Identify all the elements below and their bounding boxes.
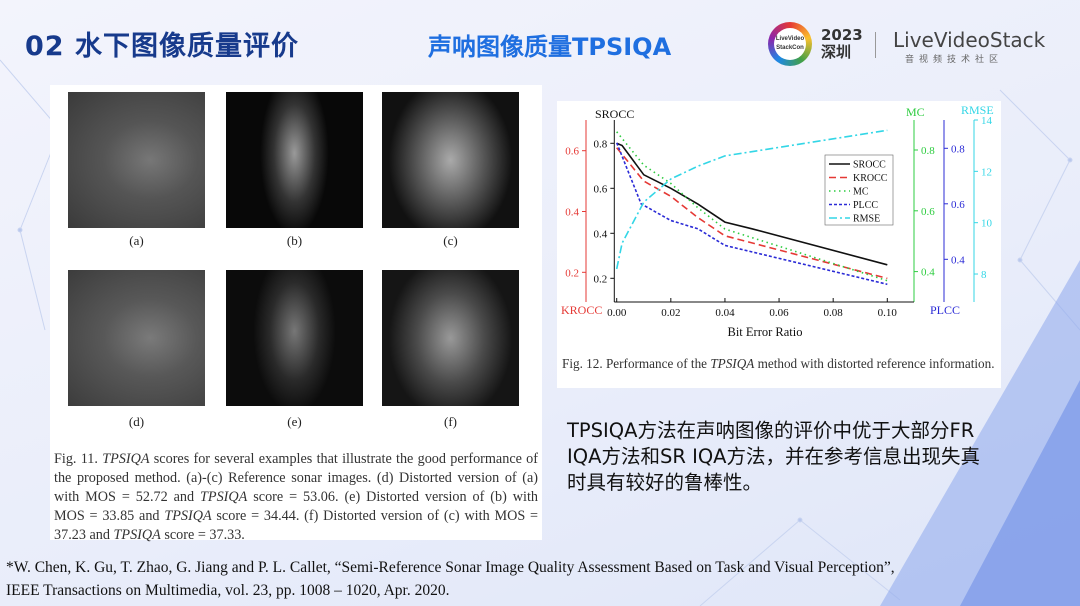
x-axis-tick-label: 0.04 — [715, 307, 735, 319]
reference-line: IEEE Transactions on Multimedia, vol. 23… — [6, 582, 450, 599]
legend-label: MC — [853, 187, 869, 198]
livevideostackcon-logo: LiveVideo StackCon — [768, 22, 812, 66]
image-label: (e) — [287, 414, 302, 429]
axis-tick-label: 0.4 — [565, 207, 579, 219]
axis-tick-label: 0.8 — [951, 143, 965, 155]
caption-text: TPSIQA — [164, 508, 212, 524]
logo-event: 2023 深圳 — [821, 27, 863, 61]
x-axis-tick-label: 0.06 — [769, 307, 789, 319]
axis-tick-label: 0.4 — [951, 254, 965, 266]
brand-logo: LiveVideoStack — [893, 28, 1046, 52]
caption-text: Fig. 12. Performance of the — [562, 356, 711, 371]
axis-tick-label: 0.2 — [594, 273, 608, 285]
caption-text: method with distorted reference informat… — [754, 356, 995, 371]
axis-tick-label: 0.8 — [921, 145, 935, 157]
chart-legend — [824, 154, 894, 226]
figure-11-panel: (a) (b) (c) (d) (e) (f) Fig. 11. TPSIQA … — [50, 85, 542, 543]
series-line-plcc — [615, 142, 888, 286]
sonar-image-a — [68, 92, 205, 228]
caption-text: TPSIQA — [113, 527, 161, 543]
rmse-axis-title: RMSE — [961, 103, 994, 117]
image-label: (a) — [129, 233, 144, 248]
srocc-axis-title: SROCC — [595, 107, 634, 121]
x-axis-tick-label: 0.00 — [607, 307, 627, 319]
caption-text: Fig. 11. — [54, 451, 103, 467]
axis-tick-label: 0.6 — [921, 206, 935, 218]
axis-tick-label: 0.6 — [565, 146, 579, 158]
caption-text: TPSIQA — [200, 489, 248, 505]
axis-tick-label: 0.6 — [951, 199, 965, 211]
figure-12-caption: Fig. 12. Performance of the TPSIQA metho… — [562, 356, 998, 372]
axis-tick-label: 0.4 — [921, 267, 935, 279]
logo-city: 深圳 — [821, 43, 852, 61]
figure-11-caption: Fig. 11. TPSIQA scores for several examp… — [54, 450, 538, 545]
krocc-axis-title: KROCC — [561, 303, 602, 317]
axis-tick-label: 0.6 — [594, 183, 608, 195]
axis-tick-label: 12 — [981, 166, 992, 178]
plcc-axis-title: PLCC — [930, 303, 960, 317]
caption-text: score = 53.06. (e) Distorted version of … — [54, 489, 538, 524]
image-label: (c) — [443, 233, 458, 248]
axis-tick-label: 10 — [981, 218, 993, 230]
axis-tick-label: 0.8 — [594, 138, 608, 150]
image-label: (d) — [128, 414, 145, 429]
series-line-srocc — [616, 142, 888, 266]
caption-text: scores for several examples that illustr… — [54, 451, 539, 505]
performance-chart: 0.2 0.4 0.6 0.8 0.2 0.4 0.6 0.4 0.6 0.8 0.4 0.6 0.8 8… — [561, 103, 994, 339]
logo-divider — [875, 32, 876, 58]
sonar-image-f — [382, 270, 519, 406]
figure-12-panel: 0.2 0.4 0.6 0.8 0.2 0.4 0.6 0.4 0.6 0.8 0.4 0.6 0.8 8… — [557, 101, 1001, 388]
axis-tick-label: 0.4 — [594, 228, 608, 240]
legend-label: SROCC — [853, 160, 886, 171]
axis-tick-label: 0.2 — [565, 267, 579, 279]
logo-text: LiveVideo StackCon — [774, 28, 806, 60]
sonar-image-c — [382, 92, 519, 228]
reference-line: *W. Chen, K. Gu, T. Zhao, G. Jiang and P… — [6, 559, 895, 576]
x-axis-tick-label: 0.08 — [824, 307, 844, 319]
x-axis-tick-label: 0.02 — [661, 307, 680, 319]
image-label: (f) — [444, 414, 457, 429]
mc-axis-title: MC — [906, 105, 925, 119]
caption-text: score = 34.44. (f) Distorted version of … — [54, 508, 538, 543]
section-subtitle: 声呐图像质量TPSIQA — [428, 33, 672, 61]
legend-label: RMSE — [853, 214, 880, 225]
sonar-image-e — [226, 270, 363, 406]
axis-tick-label: 14 — [981, 115, 993, 127]
sonar-image-d — [68, 270, 205, 406]
page-title: 02 水下图像质量评价 — [25, 31, 299, 62]
reference-citation: *W. Chen, K. Gu, T. Zhao, G. Jiang and P… — [6, 556, 1080, 602]
x-axis-label: Bit Error Ratio — [728, 325, 803, 339]
caption-text: TPSIQA — [710, 356, 755, 371]
sonar-image-b — [226, 92, 363, 228]
series-line-krocc — [616, 147, 888, 280]
brand-subtitle: 音视频技术社区 — [905, 54, 1004, 64]
axis-tick-label: 8 — [981, 269, 987, 281]
legend-label: PLCC — [853, 200, 878, 211]
summary-text: TPSIQA方法在声呐图像的评价中优于大部分FR IQA方法和SR IQA方法，… — [567, 419, 981, 494]
caption-text: score = 37.33. — [160, 527, 245, 543]
series-line-rmse — [615, 129, 888, 270]
series-line-mc — [616, 131, 888, 282]
x-axis-tick-label: 0.10 — [878, 307, 898, 319]
caption-text: TPSIQA — [102, 451, 150, 467]
legend-label: KROCC — [853, 173, 888, 184]
image-label: (b) — [286, 233, 303, 248]
logo-year: 2023 — [821, 26, 863, 44]
